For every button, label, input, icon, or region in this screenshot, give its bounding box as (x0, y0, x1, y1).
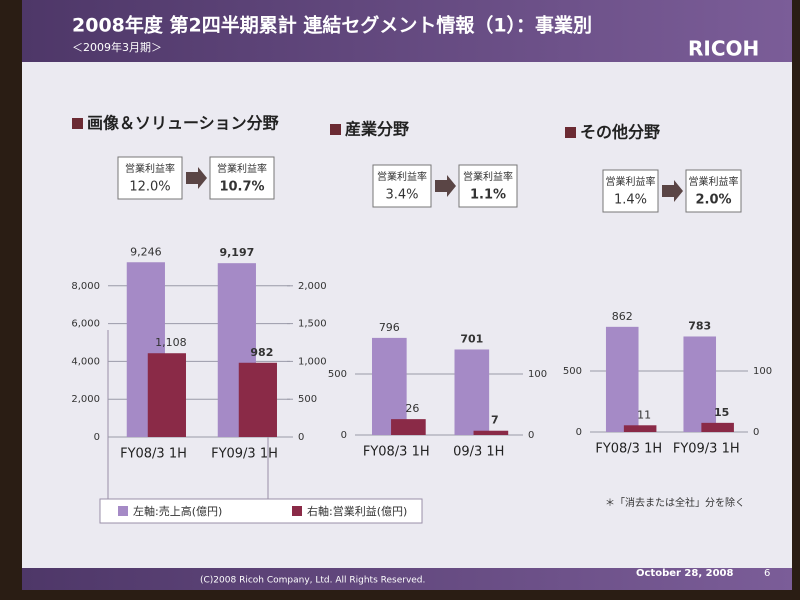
margin-value: 12.0% (129, 180, 170, 195)
legend (99, 498, 423, 524)
y2-tick-label: 0 (298, 432, 304, 443)
bar (391, 419, 426, 435)
bar (683, 336, 717, 432)
y-tick-label: 0 (94, 432, 100, 443)
footer-band (22, 568, 792, 590)
date: October 28, 2008 (636, 568, 734, 579)
y2-tick-label: 0 (528, 430, 534, 441)
margin-arrow (435, 175, 456, 197)
x-tick-label: FY08/3 1H (363, 445, 430, 460)
margin-box (209, 156, 275, 200)
margin-box (372, 164, 432, 208)
margin-label: 営業利益率 (689, 175, 739, 188)
y2-tick-label: 2,000 (298, 281, 327, 292)
x-tick-label: FY08/3 1H (120, 447, 187, 462)
bar (454, 349, 490, 435)
value-label: 11 (637, 408, 651, 421)
page-number: 6 (764, 568, 770, 579)
value-label: 9,197 (219, 246, 254, 259)
y2-tick-label: 1,500 (298, 319, 327, 330)
y2-tick-label: 1,000 (298, 356, 327, 367)
x-tick-label: FY08/3 1H (595, 442, 662, 457)
y-tick-label: 0 (341, 430, 347, 441)
slide-subtitle: ＜2009年3月期＞ (72, 40, 162, 54)
y-tick-label: 500 (328, 369, 347, 380)
value-label: 701 (460, 332, 483, 345)
margin-box (685, 169, 742, 213)
value-label: 26 (405, 402, 419, 415)
value-label: 9,246 (130, 245, 162, 258)
value-label: 783 (688, 319, 711, 332)
y2-tick-label: 0 (753, 427, 759, 438)
bar (238, 362, 277, 437)
margin-value: 10.7% (219, 180, 264, 195)
legend-swatch (118, 506, 128, 516)
y-tick-label: 0 (576, 427, 582, 438)
y-tick-label: 8,000 (71, 281, 100, 292)
value-label: 982 (250, 346, 273, 359)
chart-title: 画像＆ソリューション分野 (87, 114, 279, 133)
y2-tick-label: 100 (753, 366, 772, 377)
title-icon (72, 118, 83, 129)
value-label: 1,108 (155, 336, 187, 349)
margin-box (602, 169, 659, 213)
copyright: (C)2008 Ricoh Company, Ltd. All Rights R… (200, 576, 425, 586)
title-icon (330, 124, 341, 135)
margin-arrow (662, 180, 683, 202)
margin-label: 営業利益率 (217, 162, 267, 175)
y-tick-label: 2,000 (71, 394, 100, 405)
legend-label: 右軸:営業利益(億円) (307, 504, 407, 518)
margin-arrow (186, 167, 207, 189)
y-tick-label: 4,000 (71, 356, 100, 367)
value-label: 7 (491, 414, 499, 427)
chart-title: その他分野 (580, 123, 660, 142)
margin-label: 営業利益率 (606, 175, 656, 188)
legend-swatch (292, 506, 302, 516)
margin-box (458, 164, 518, 208)
chart-title: 産業分野 (345, 120, 409, 139)
y2-tick-label: 500 (298, 394, 317, 405)
x-tick-label: FY09/3 1H (211, 447, 278, 462)
y2-tick-label: 100 (528, 369, 547, 380)
bar (605, 326, 639, 432)
margin-label: 営業利益率 (463, 170, 513, 183)
logo: RICOH (688, 37, 759, 61)
bar (623, 425, 657, 432)
footnote: ＊「消去または全社」分を除く (605, 496, 745, 509)
x-tick-label: FY09/3 1H (673, 442, 740, 457)
title-icon (565, 127, 576, 138)
slide-title: 2008年度 第2四半期累計 連結セグメント情報（1）：事業別 (72, 14, 592, 37)
value-label: 796 (379, 321, 400, 334)
bar (701, 422, 734, 432)
x-tick-label: 09/3 1H (453, 445, 504, 460)
value-label: 15 (714, 406, 729, 419)
margin-label: 営業利益率 (377, 170, 427, 183)
bar (147, 353, 186, 437)
legend-label: 左軸:売上高(億円) (133, 504, 222, 518)
y-tick-label: 6,000 (71, 319, 100, 330)
bar (371, 337, 407, 435)
margin-value: 1.4% (614, 193, 647, 208)
header-band (22, 0, 792, 62)
margin-value: 1.1% (470, 188, 506, 203)
y-tick-label: 500 (563, 366, 582, 377)
margin-value: 2.0% (695, 193, 731, 208)
margin-label: 営業利益率 (125, 162, 175, 175)
margin-value: 3.4% (385, 188, 418, 203)
margin-box (117, 156, 183, 200)
bar (473, 430, 509, 435)
value-label: 862 (612, 310, 633, 323)
